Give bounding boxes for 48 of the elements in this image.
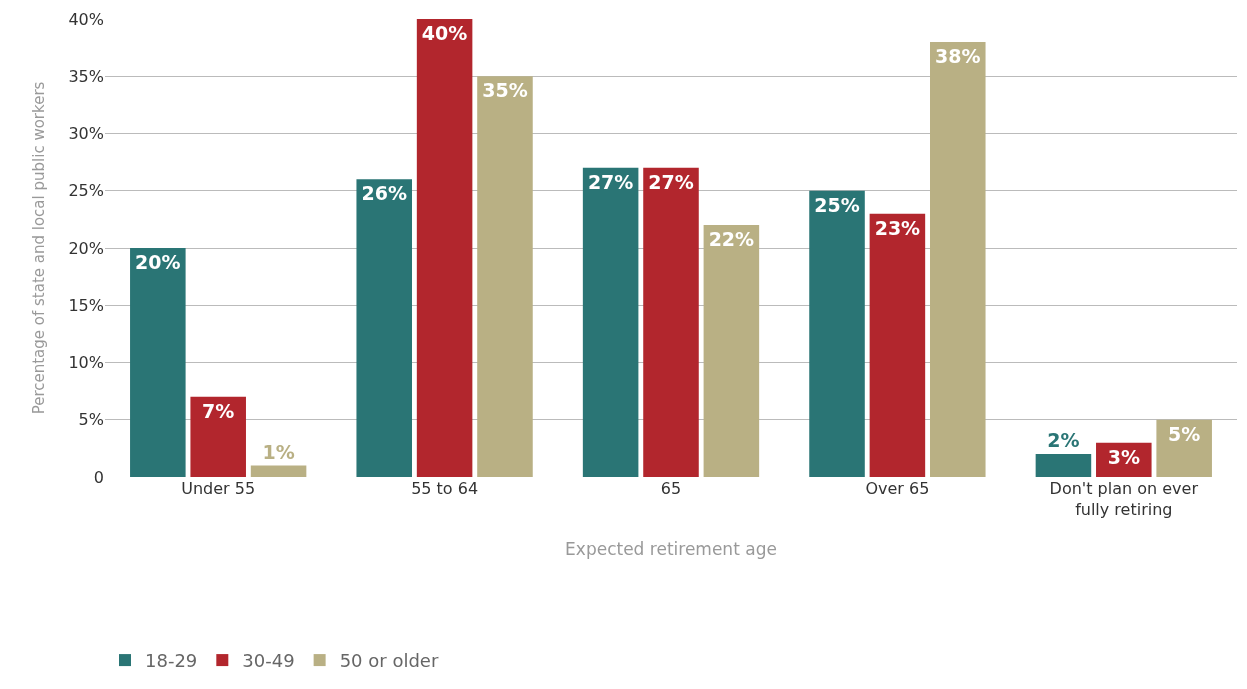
bar [809, 190, 865, 477]
data-label: 20% [135, 251, 181, 273]
bar [190, 396, 246, 477]
bar [416, 19, 473, 477]
data-label: 27% [587, 170, 634, 193]
data-label: 35% [482, 79, 528, 102]
legend-label: 18-29 [145, 650, 198, 672]
y-tick-label: 15% [68, 295, 104, 315]
data-label: 27% [648, 170, 694, 193]
y-tick-label: 25% [68, 181, 104, 201]
bar [930, 41, 986, 477]
y-tick-label: 30% [68, 124, 104, 144]
data-label: 5% [1168, 422, 1201, 445]
x-tick-label: 55 to 64 [411, 479, 479, 498]
bar [1156, 419, 1212, 477]
data-label: 1% [262, 440, 295, 463]
bar [869, 213, 926, 477]
x-tick-label: Don't plan on ever fully retiring [1049, 479, 1199, 519]
y-tick-label: 40% [68, 9, 104, 29]
y-tick-label: 20% [68, 238, 104, 258]
x-tick-label: Over 65 [865, 479, 930, 498]
bar [477, 76, 533, 477]
bar [356, 179, 412, 477]
x-axis-title: Expected retirement age [565, 539, 777, 560]
y-tick-label: 5% [78, 410, 104, 430]
y-axis-title: Percentage of state and local public workers [29, 81, 48, 415]
legend-label: 30-49 [242, 650, 295, 672]
data-label: 2% [1047, 429, 1080, 452]
bar [1035, 454, 1092, 477]
bar [130, 248, 186, 477]
data-label: 3% [1107, 445, 1140, 468]
x-tick-label: 65 [660, 479, 682, 498]
x-tick-label: Under 55 [181, 479, 256, 498]
data-label: 26% [361, 182, 407, 205]
y-tick-label: 10% [68, 353, 104, 373]
data-label: 7% [202, 399, 235, 422]
data-label: 23% [874, 216, 921, 239]
bar [250, 465, 307, 477]
bar [582, 167, 639, 477]
data-label: 22% [708, 228, 755, 251]
bar [703, 225, 760, 477]
bar [643, 167, 699, 477]
data-label: 25% [814, 193, 860, 216]
legend-label: 50 or older [339, 650, 439, 672]
data-label: 40% [421, 22, 468, 44]
data-label: 38% [935, 44, 981, 67]
y-tick-label: 35% [68, 66, 104, 86]
y-tick-label: 0 [93, 467, 104, 487]
